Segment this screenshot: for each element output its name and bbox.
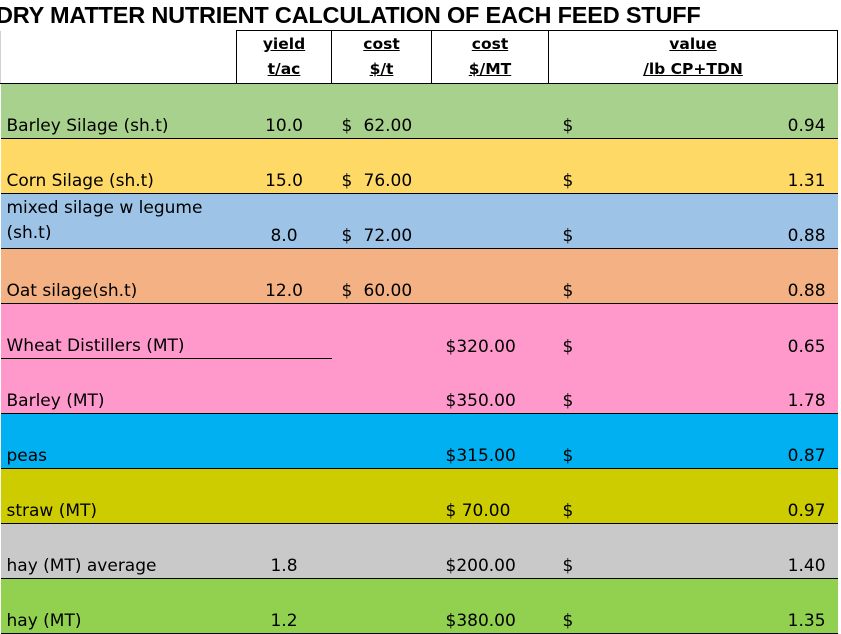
feed-name-cell[interactable]: hay (MT) average — [6, 556, 157, 576]
table-row: Barley Silage (sh.t) 10.0 $62.00 $0.94 — [0, 83, 838, 139]
table-row: peas $315.00 $0.87 — [0, 413, 838, 469]
feed-name-cell[interactable]: Barley (MT) — [6, 391, 105, 411]
header-row: yield t/ac cost $/t cost $/MT value — [0, 30, 839, 84]
table-row: Oat silage(sh.t) 12.0 $60.00 $0.88 — [0, 248, 838, 304]
yield-cell[interactable] — [237, 359, 332, 414]
feed-table: yield t/ac cost $/t cost $/MT value — [0, 30, 839, 634]
cost-per-ton-cell[interactable] — [332, 524, 432, 579]
value-cell[interactable]: 1.31 — [787, 171, 826, 191]
header-yield-line2: t/ac — [267, 60, 301, 78]
cost-per-ton-value: 60.00 — [363, 281, 413, 301]
yield-cell[interactable]: 1.2 — [270, 611, 298, 631]
value-cell[interactable]: 0.88 — [787, 281, 826, 301]
feed-name-cell[interactable]: Corn Silage (sh.t) — [6, 171, 154, 191]
cost-per-ton-value: 72.00 — [363, 226, 413, 246]
cost-per-ton-value: 76.00 — [363, 171, 413, 191]
feed-name-cell[interactable]: peas — [6, 446, 48, 466]
header-cost-mt[interactable]: cost $/MT — [431, 30, 549, 84]
value-sign-cell[interactable]: $ — [562, 226, 574, 246]
value-cell[interactable]: 1.40 — [787, 556, 826, 576]
value-cell[interactable]: 0.65 — [787, 336, 826, 357]
header-cost-t-line2: $/t — [369, 60, 394, 78]
value-sign-cell[interactable]: $ — [562, 556, 574, 576]
value-cell[interactable]: 1.35 — [787, 611, 826, 631]
cost-per-mt-cell[interactable]: $350.00 — [445, 391, 516, 411]
sheet-title: DRY MATTER NUTRIENT CALCULATION OF EACH … — [0, 2, 701, 28]
table-row: Wheat Distillers (MT) $320.00 $0.65 — [0, 303, 838, 359]
yield-cell[interactable]: 15.0 — [265, 171, 303, 191]
cost-per-ton-cell[interactable] — [332, 469, 432, 524]
table-row: straw (MT) $ 70.00 $0.97 — [0, 468, 838, 524]
cost-per-mt-cell[interactable]: $200.00 — [445, 556, 516, 576]
value-cell[interactable]: 1.78 — [787, 391, 826, 411]
header-cost-t-line1: cost — [363, 35, 400, 53]
cost-per-ton-cell[interactable] — [332, 579, 432, 634]
header-cost-mt-line2: $/MT — [468, 60, 512, 78]
cost-per-ton-cell[interactable]: $72.00 — [332, 194, 432, 249]
header-blank-cell[interactable] — [0, 30, 237, 84]
value-sign-cell[interactable]: $ — [562, 336, 574, 357]
yield-cell[interactable]: 8.0 — [270, 226, 298, 246]
value-sign-cell[interactable]: $ — [562, 501, 574, 521]
cost-per-ton-cell[interactable]: $62.00 — [332, 84, 432, 139]
cost-per-ton-cell[interactable] — [332, 414, 432, 469]
cost-per-ton-cell[interactable] — [332, 359, 432, 414]
table-row: hay (MT) average 1.8 $200.00 $1.40 — [0, 523, 838, 579]
value-sign-cell[interactable]: $ — [562, 391, 574, 411]
yield-cell[interactable] — [237, 469, 332, 524]
header-yield-line1: yield — [262, 35, 306, 53]
table-row: Barley (MT) $350.00 $1.78 — [0, 358, 838, 414]
cost-per-mt-cell[interactable] — [432, 194, 549, 249]
table-row: hay (MT) 1.2 $380.00 $1.35 — [0, 578, 838, 634]
value-sign-cell[interactable]: $ — [562, 281, 574, 301]
cost-dollar-sign: $ — [341, 226, 353, 246]
header-value-line1: value — [669, 35, 717, 53]
value-sign-cell[interactable]: $ — [562, 171, 574, 191]
value-cell[interactable]: 0.94 — [787, 116, 826, 136]
cost-per-mt-cell[interactable]: $320.00 — [445, 336, 516, 357]
value-sign-cell[interactable]: $ — [562, 611, 574, 631]
table-row: Corn Silage (sh.t) 15.0 $76.00 $1.31 — [0, 138, 838, 194]
yield-cell[interactable]: 1.8 — [270, 556, 298, 576]
feed-name-cell[interactable]: Wheat Distillers (MT) — [0, 303, 237, 359]
cost-per-mt-cell[interactable]: $380.00 — [445, 611, 516, 631]
cost-per-mt-cell[interactable] — [432, 139, 549, 194]
cost-dollar-sign: $ — [341, 116, 353, 136]
header-value[interactable]: value /lb CP+TDN — [547, 30, 839, 84]
yield-cell[interactable]: 10.0 — [265, 116, 303, 136]
header-value-line2: /lb CP+TDN — [643, 60, 743, 78]
cost-per-ton-cell[interactable]: $76.00 — [332, 139, 432, 194]
table-body: Barley Silage (sh.t) 10.0 $62.00 $0.94 Corn … — [0, 83, 838, 634]
yield-cell[interactable] — [237, 414, 332, 469]
header-cost-t[interactable]: cost $/t — [331, 30, 432, 84]
cost-dollar-sign: $ — [341, 171, 353, 191]
cost-per-mt-cell[interactable] — [432, 84, 549, 139]
yield-cell[interactable] — [236, 303, 332, 359]
table-row: mixed silage w legume (sh.t) 8.0 $72.00 $0.… — [0, 193, 838, 249]
cost-per-ton-cell[interactable]: $60.00 — [332, 249, 432, 304]
cost-dollar-sign: $ — [341, 281, 353, 301]
header-yield[interactable]: yield t/ac — [236, 30, 332, 84]
yield-cell[interactable]: 12.0 — [265, 281, 303, 301]
value-cell[interactable]: 0.87 — [787, 446, 826, 466]
feed-name-cell[interactable]: hay (MT) — [6, 611, 82, 631]
value-sign-cell[interactable]: $ — [562, 116, 574, 136]
cost-per-ton-value: 62.00 — [363, 116, 413, 136]
value-sign-cell[interactable]: $ — [562, 446, 574, 466]
value-cell[interactable]: 0.97 — [787, 501, 826, 521]
value-cell[interactable]: 0.88 — [787, 226, 826, 246]
feed-name-cell[interactable]: mixed silage w legume (sh.t) — [6, 198, 203, 243]
cost-per-ton-cell[interactable] — [332, 304, 432, 359]
feed-name-cell[interactable]: Barley Silage (sh.t) — [6, 116, 169, 136]
feed-name-cell[interactable]: Oat silage(sh.t) — [6, 281, 138, 301]
cost-per-mt-cell[interactable]: $ 70.00 — [445, 501, 511, 521]
header-cost-mt-line1: cost — [471, 35, 509, 53]
cost-per-mt-cell[interactable]: $315.00 — [445, 446, 516, 466]
cost-per-mt-cell[interactable] — [432, 249, 549, 304]
feed-name-cell[interactable]: straw (MT) — [6, 501, 98, 521]
